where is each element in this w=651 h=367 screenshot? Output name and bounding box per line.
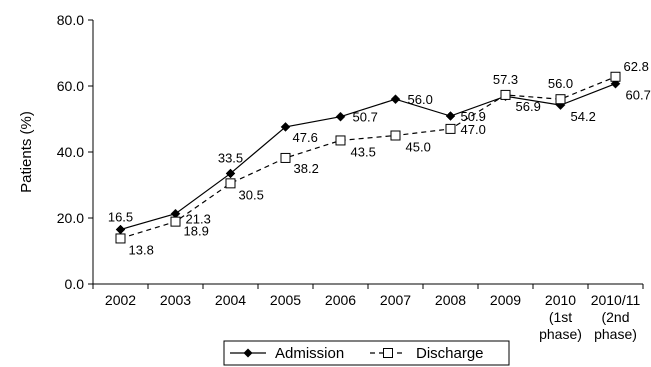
y-tick-labels: 0.0 20.0 40.0 60.0 80.0: [57, 12, 84, 292]
admission-point: [225, 168, 236, 179]
y-tick-label: 20.0: [57, 210, 84, 226]
x-tick-label: 2005: [270, 292, 301, 308]
chart-axes: [88, 19, 644, 289]
discharge-data-label: 13.8: [129, 242, 154, 257]
y-tick-label: 40.0: [57, 144, 84, 160]
discharge-data-label: 45.0: [406, 140, 431, 155]
admission-point: [390, 94, 401, 105]
admission-point: [335, 111, 346, 122]
admission-data-label: 21.3: [186, 212, 211, 227]
admission-data-label: 56.0: [408, 92, 433, 107]
x-tick-label: (2nd: [601, 309, 629, 325]
discharge-data-label: 38.2: [294, 161, 319, 176]
x-tick-label: phase): [594, 326, 637, 342]
discharge-point: [115, 233, 126, 244]
series-lines: [120, 76, 616, 240]
discharge-point: [555, 94, 566, 105]
discharge-data-label: 62.8: [624, 59, 649, 74]
discharge-data-label: 43.5: [351, 144, 376, 159]
legend-admission-marker: [243, 348, 253, 358]
legend-admission-label: Admission: [275, 345, 344, 362]
discharge-data-label: 18.9: [184, 224, 209, 239]
admission-point: [445, 111, 456, 121]
discharge-data-label: 56.0: [548, 76, 573, 91]
x-tick-label: (1st: [549, 309, 572, 325]
admission-data-label: 50.9: [461, 109, 486, 124]
admission-data-label: 33.5: [218, 150, 243, 165]
x-tick-labels: 2002 2003 2004 2005 2006 2007 2008 2009 2010(1st…: [105, 292, 641, 342]
data-labels: 16.5 21.3 33.5 47.6 50.7 56.0 50.9 56.9 54.2 60.7…: [108, 59, 651, 258]
admission-data-label: 47.6: [293, 130, 318, 145]
y-tick-label: 80.0: [57, 12, 84, 28]
x-tick-label: 2010/11: [591, 292, 641, 308]
discharge-point: [610, 71, 621, 82]
discharge-point: [335, 135, 346, 146]
y-tick-label: 0.0: [65, 276, 85, 292]
admission-data-label: 16.5: [108, 210, 133, 225]
x-tick-label: 2008: [435, 292, 466, 308]
discharge-point: [280, 152, 291, 163]
legend-discharge-label: Discharge: [416, 345, 484, 362]
discharge-data-label: 57.3: [493, 72, 518, 87]
discharge-data-label: 47.0: [461, 122, 486, 137]
x-tick-label: 2006: [325, 292, 356, 308]
discharge-point: [390, 130, 401, 141]
discharge-point: [445, 123, 456, 134]
y-tick-label: 60.0: [57, 78, 84, 94]
x-tick-label: 2009: [490, 292, 521, 308]
admission-data-label: 54.2: [571, 109, 596, 124]
discharge-point: [170, 216, 181, 227]
x-tick-label: phase): [539, 326, 582, 342]
x-tick-label: 2010: [545, 292, 576, 308]
series-markers: [115, 71, 621, 244]
x-tick-label: 2002: [105, 292, 136, 308]
admission-data-label: 50.7: [353, 110, 378, 125]
legend-box: [223, 340, 510, 366]
x-tick-label: 2004: [215, 292, 246, 308]
legend: Admission Discharge: [223, 340, 510, 366]
series-line-discharge: [120, 76, 616, 240]
series-line-admission: [120, 83, 616, 231]
x-tick-label: 2007: [380, 292, 411, 308]
admission-point: [115, 224, 126, 235]
y-axis-label: Patients (%): [18, 111, 35, 193]
admission-data-label: 60.7: [626, 88, 651, 103]
x-tick-label: 2003: [160, 292, 191, 308]
discharge-point: [500, 89, 511, 100]
discharge-data-label: 30.5: [239, 187, 264, 202]
admission-point: [280, 122, 291, 132]
discharge-point: [225, 178, 236, 189]
legend-discharge-marker: [383, 348, 393, 358]
admission-data-label: 56.9: [516, 99, 541, 114]
